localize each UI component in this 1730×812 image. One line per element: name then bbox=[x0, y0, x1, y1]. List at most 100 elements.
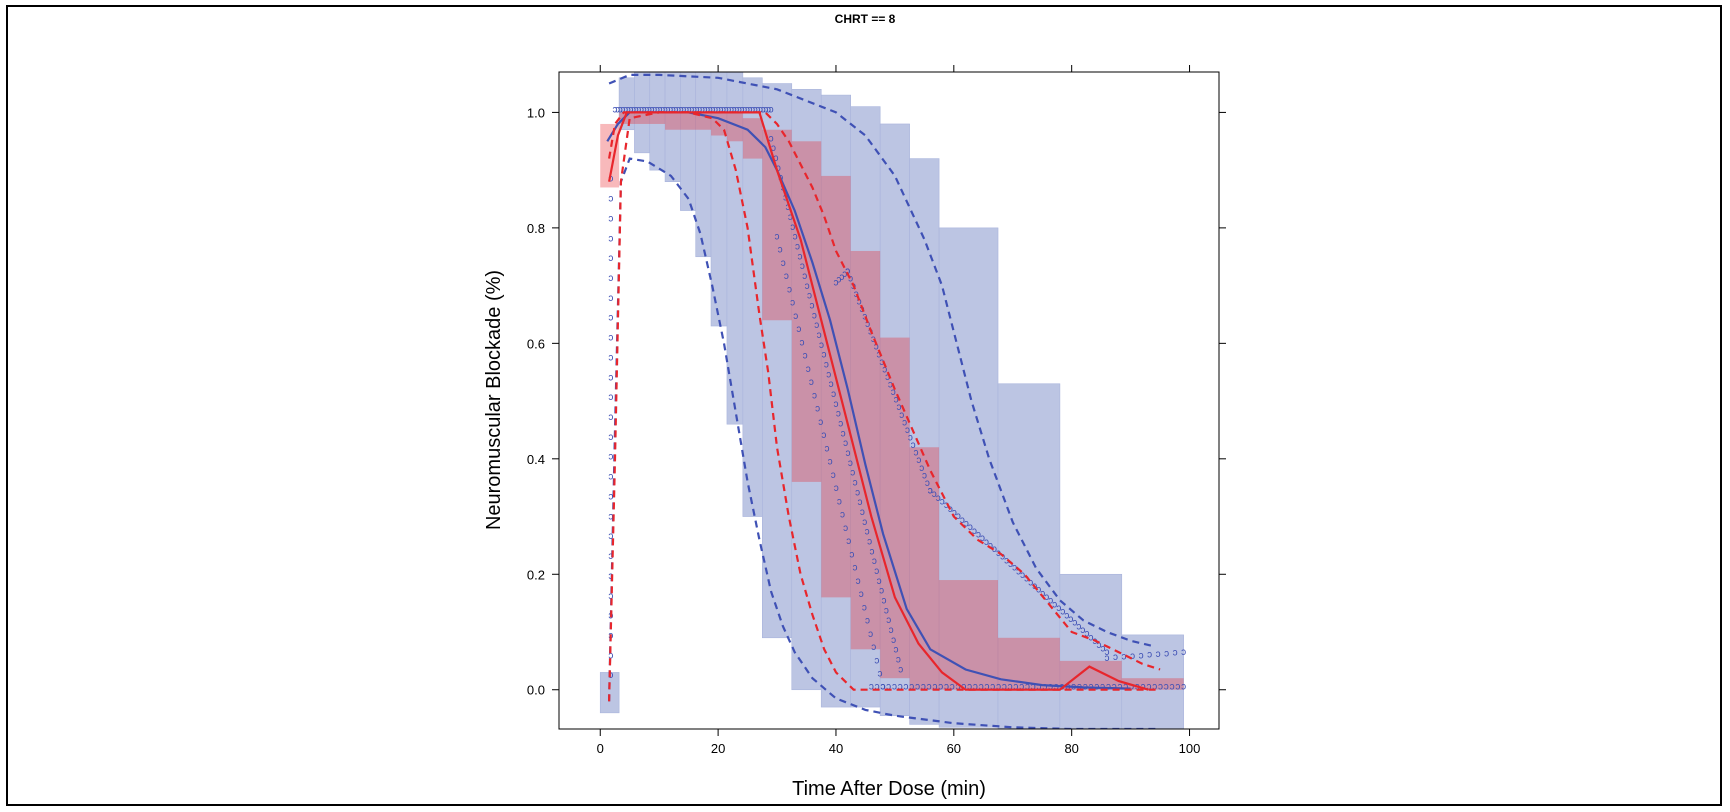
observation-point: ɔ bbox=[793, 311, 798, 322]
observation-point: ɔ bbox=[695, 104, 700, 115]
observation-point: ɔ bbox=[859, 589, 864, 600]
observation-point: ɔ bbox=[881, 682, 886, 693]
observation-point: ɔ bbox=[692, 104, 697, 115]
observation-point: ɔ bbox=[908, 432, 913, 443]
percentile-lines-layer bbox=[606, 73, 1161, 729]
x-tick-label: 20 bbox=[711, 741, 725, 756]
observation-point: ɔ bbox=[1013, 682, 1018, 693]
obs-ci-band bbox=[821, 175, 851, 598]
observation-point: ɔ bbox=[726, 104, 731, 115]
obs-ci-band bbox=[1059, 660, 1122, 690]
observation-point: ɔ bbox=[1156, 649, 1161, 660]
observation-point: ɔ bbox=[874, 655, 879, 666]
observation-point: ɔ bbox=[898, 682, 903, 693]
observation-point: ɔ bbox=[803, 351, 808, 362]
observation-point: ɔ bbox=[872, 556, 877, 567]
observation-point: ɔ bbox=[608, 412, 613, 423]
observation-point: ɔ bbox=[1170, 682, 1175, 693]
observation-point: ɔ bbox=[915, 682, 920, 693]
observation-point: ɔ bbox=[608, 372, 613, 383]
sim-ci-band bbox=[1121, 634, 1184, 729]
observation-point: ɔ bbox=[996, 682, 1001, 693]
observation-point: ɔ bbox=[671, 104, 676, 115]
observation-point: ɔ bbox=[718, 104, 723, 115]
observation-point: ɔ bbox=[1068, 614, 1073, 625]
observation-point: ɔ bbox=[1048, 682, 1053, 693]
x-axis-title: Time After Dose (min) bbox=[792, 778, 986, 800]
observation-point: ɔ bbox=[1044, 592, 1049, 603]
observation-point: ɔ bbox=[843, 523, 848, 534]
observation-point: ɔ bbox=[1080, 625, 1085, 636]
observation-point: ɔ bbox=[1016, 566, 1021, 577]
observation-point: ɔ bbox=[766, 104, 771, 115]
observation-point: ɔ bbox=[1146, 682, 1151, 693]
observation-point: ɔ bbox=[800, 261, 805, 272]
observation-point: ɔ bbox=[639, 104, 644, 115]
observation-point: ɔ bbox=[1002, 682, 1007, 693]
observation-point: ɔ bbox=[687, 104, 692, 115]
observation-point: ɔ bbox=[660, 104, 665, 115]
sim-ci-band bbox=[850, 106, 881, 708]
sim-ci-band bbox=[820, 94, 851, 708]
observation-point: ɔ bbox=[689, 104, 694, 115]
observation-point: ɔ bbox=[855, 487, 860, 498]
observation-point: ɔ bbox=[740, 104, 745, 115]
observation-point: ɔ bbox=[826, 369, 831, 380]
observation-point: ɔ bbox=[1158, 682, 1163, 693]
observation-point: ɔ bbox=[819, 340, 824, 351]
observation-point: ɔ bbox=[842, 269, 847, 280]
observation-point: ɔ bbox=[1004, 555, 1009, 566]
observation-point: ɔ bbox=[848, 274, 853, 285]
observation-point: ɔ bbox=[729, 104, 734, 115]
observation-point: ɔ bbox=[812, 310, 817, 321]
observation-point: ɔ bbox=[877, 576, 882, 587]
observation-point: ɔ bbox=[650, 104, 655, 115]
observation-point: ɔ bbox=[860, 507, 865, 518]
obs-ci-band bbox=[649, 112, 666, 124]
sim-ci-band bbox=[791, 89, 822, 691]
observation-point: ɔ bbox=[1056, 603, 1061, 614]
observation-point: ɔ bbox=[882, 364, 887, 375]
observation-point: ɔ bbox=[1031, 682, 1036, 693]
observation-point: ɔ bbox=[771, 143, 776, 154]
observation-point: ɔ bbox=[879, 586, 884, 597]
observation-point: ɔ bbox=[812, 390, 817, 401]
observation-point: ɔ bbox=[984, 537, 989, 548]
observation-point: ɔ bbox=[1122, 652, 1127, 663]
y-axis-title: Neuromuscular Blockade (%) bbox=[483, 270, 505, 530]
observation-point: ɔ bbox=[1101, 643, 1106, 654]
observation-point: ɔ bbox=[817, 330, 822, 341]
observation-point: ɔ bbox=[1175, 682, 1180, 693]
observation-point: ɔ bbox=[1037, 682, 1042, 693]
observation-point: ɔ bbox=[834, 483, 839, 494]
obs-ci-band bbox=[619, 112, 635, 124]
observation-point: ɔ bbox=[889, 625, 894, 636]
observation-point: ɔ bbox=[1020, 570, 1025, 581]
observation-point: ɔ bbox=[967, 682, 972, 693]
observation-point: ɔ bbox=[869, 682, 874, 693]
observation-point: ɔ bbox=[845, 266, 850, 277]
observation-point: ɔ bbox=[1113, 652, 1118, 663]
observation-point: ɔ bbox=[905, 425, 910, 436]
observation-point: ɔ bbox=[608, 313, 613, 324]
obs-ci-band bbox=[665, 112, 681, 130]
observation-point: ɔ bbox=[840, 510, 845, 521]
observation-point: ɔ bbox=[898, 664, 903, 675]
chart-frame bbox=[6, 5, 1722, 806]
observation-point: ɔ bbox=[681, 104, 686, 115]
observation-point: ɔ bbox=[874, 566, 879, 577]
observation-point: ɔ bbox=[806, 364, 811, 375]
observation-point: ɔ bbox=[1129, 682, 1134, 693]
observation-point: ɔ bbox=[928, 485, 933, 496]
observation-point: ɔ bbox=[1060, 607, 1065, 618]
observation-point: ɔ bbox=[916, 455, 921, 466]
observation-point: ɔ bbox=[769, 133, 774, 144]
observation-point: ɔ bbox=[608, 670, 613, 681]
obs-ci-band bbox=[742, 118, 763, 159]
observation-point: ɔ bbox=[879, 357, 884, 368]
observation-point: ɔ bbox=[896, 402, 901, 413]
observation-point: ɔ bbox=[862, 517, 867, 528]
observation-point: ɔ bbox=[732, 104, 737, 115]
observation-point: ɔ bbox=[668, 104, 673, 115]
observation-point: ɔ bbox=[608, 213, 613, 224]
